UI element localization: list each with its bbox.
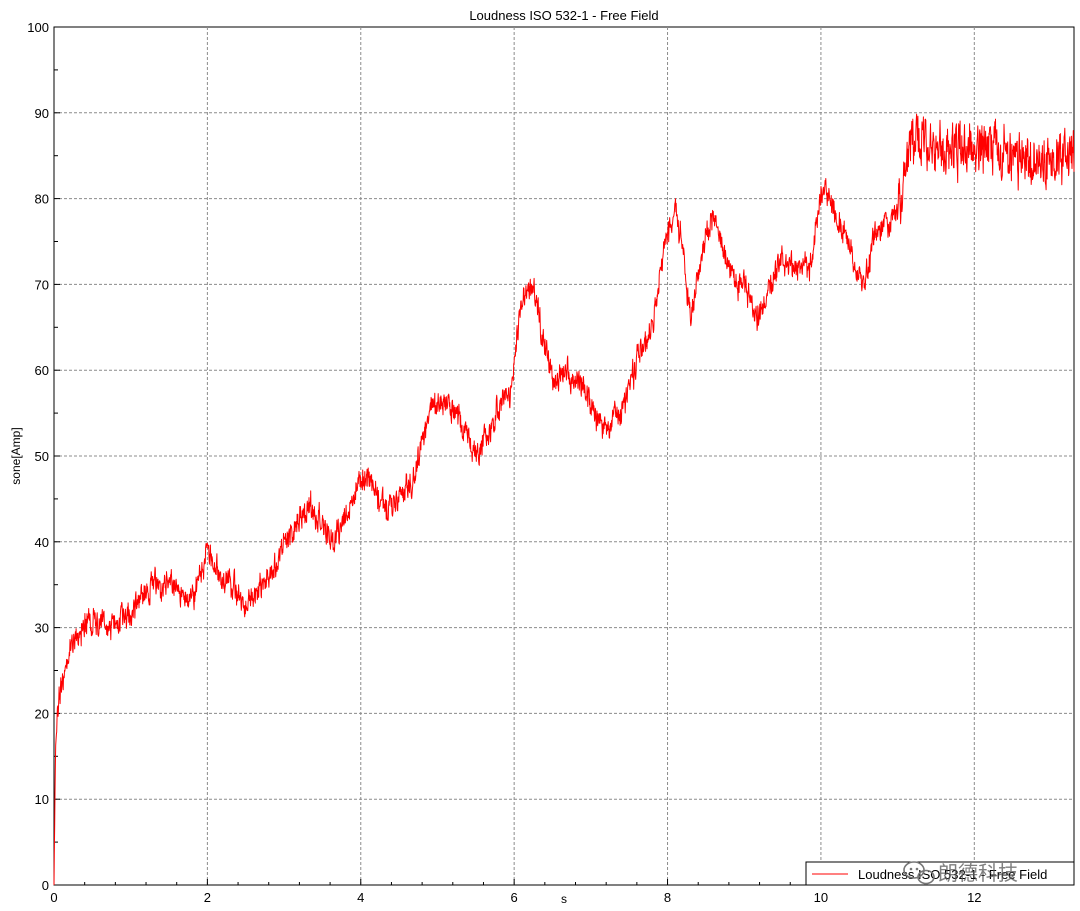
x-tick-label: 10 bbox=[814, 890, 828, 905]
series-layer bbox=[53, 113, 1075, 886]
legend: Loudness ISO 532-1 - Free Field bbox=[805, 861, 1075, 886]
x-tick-label: 6 bbox=[511, 890, 518, 905]
x-axis-title: s bbox=[561, 892, 567, 906]
chart-title: Loudness ISO 532-1 - Free Field bbox=[469, 8, 658, 23]
y-tick-label: 30 bbox=[35, 621, 49, 636]
x-tick-label: 2 bbox=[204, 890, 211, 905]
y-axis-title: sone[Amp] bbox=[9, 427, 23, 484]
y-tick-label: 40 bbox=[35, 535, 49, 550]
x-tick-labels: 0 2 4 6 8 10 12 bbox=[50, 890, 981, 905]
y-tick-label: 60 bbox=[35, 363, 49, 378]
watermark: 朗德科技 bbox=[903, 861, 1018, 885]
x-tick-label: 12 bbox=[967, 890, 981, 905]
y-tick-label: 50 bbox=[35, 449, 49, 464]
watermark-text: 朗德科技 bbox=[938, 861, 1018, 885]
series-line-loudness bbox=[53, 113, 1075, 886]
x-tick-label: 4 bbox=[357, 890, 364, 905]
y-tick-label: 10 bbox=[35, 792, 49, 807]
grid-lines bbox=[54, 27, 1074, 885]
y-tick-label: 0 bbox=[42, 878, 49, 893]
x-tick-label: 0 bbox=[50, 890, 57, 905]
x-tick-label: 8 bbox=[664, 890, 671, 905]
y-tick-label: 70 bbox=[35, 277, 49, 292]
y-tick-label: 90 bbox=[35, 106, 49, 121]
legend-label: Loudness ISO 532-1 - Free Field bbox=[858, 867, 1047, 882]
y-tick-labels: 0 10 20 30 40 50 60 70 80 90 100 bbox=[27, 20, 49, 893]
wechat-logo-icon bbox=[903, 861, 935, 885]
legend-box bbox=[805, 861, 1075, 886]
y-tick-label: 80 bbox=[35, 192, 49, 207]
y-tick-label: 20 bbox=[35, 706, 49, 721]
y-tick-label: 100 bbox=[27, 20, 49, 35]
